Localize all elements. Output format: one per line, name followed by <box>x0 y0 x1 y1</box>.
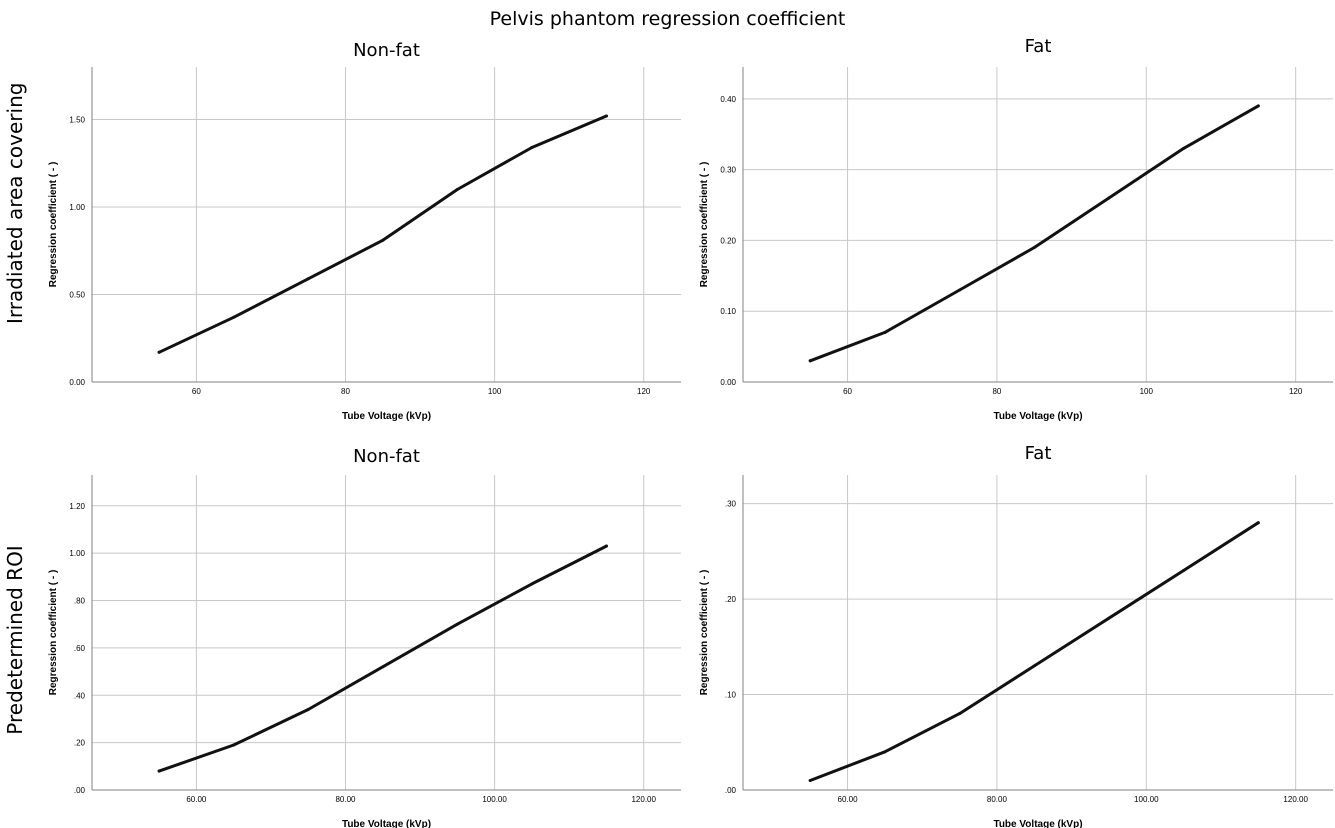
x-tick-label: 100 <box>488 387 502 396</box>
y-tick-label: 0.10 <box>720 307 736 316</box>
y-tick-label: .30 <box>725 500 737 509</box>
panel-title-fat: Fat <box>1024 443 1052 464</box>
y-axis-label: Regression coefficient ( - ) <box>699 162 710 288</box>
x-tick-label: 80 <box>992 387 1001 396</box>
x-tick-label: 120.00 <box>631 795 656 804</box>
panel-title-non-fat: Non-fat <box>353 40 420 61</box>
chart-1: 60 80 100 120 0.00 0.10 0.20 0.30 0.40 Tube Volta… <box>699 67 1333 422</box>
y-tick-label: 0.00 <box>720 378 736 387</box>
x-tick-label: 60.00 <box>186 795 207 804</box>
x-tick-label: 100.00 <box>1134 795 1159 804</box>
x-axis-label: Tube Voltage (kVp) <box>993 411 1082 422</box>
x-axis-label: Tube Voltage (kVp) <box>993 819 1082 828</box>
x-tick-label: 60 <box>843 387 852 396</box>
y-tick-label: 0.40 <box>720 95 736 104</box>
x-tick-label: 100 <box>1140 387 1154 396</box>
y-tick-label: .00 <box>74 786 86 795</box>
y-tick-label: 1.00 <box>69 549 85 558</box>
y-tick-label: .10 <box>725 691 737 700</box>
data-point <box>455 622 459 626</box>
chart-3: 60.00 80.00 100.00 120.00 .00 .10 .20 .30 Tube V… <box>699 475 1333 828</box>
series-line <box>808 521 1260 782</box>
x-tick-label: 80 <box>341 387 350 396</box>
x-tick-label: 120 <box>1289 387 1303 396</box>
data-point <box>808 359 812 363</box>
data-point <box>157 769 161 773</box>
y-tick-label: 0.30 <box>720 166 736 175</box>
x-tick-label: 80.00 <box>335 795 356 804</box>
data-point <box>1182 146 1186 150</box>
data-point <box>530 582 534 586</box>
data-point <box>530 146 534 149</box>
y-tick-label: .60 <box>74 644 86 653</box>
data-point <box>455 188 459 191</box>
x-tick-label: 60 <box>192 387 201 396</box>
data-point <box>958 712 962 716</box>
series-line <box>157 544 608 773</box>
x-tick-label: 120.00 <box>1283 795 1308 804</box>
panel-title-non-fat: Non-fat <box>353 446 420 467</box>
data-point <box>1032 664 1036 668</box>
series-line <box>808 104 1260 363</box>
x-tick-label: 60.00 <box>838 795 859 804</box>
data-point <box>381 238 385 242</box>
y-axis-label: Regression coefficient ( - ) <box>48 570 59 696</box>
data-point <box>381 665 385 669</box>
y-tick-label: 0.50 <box>69 291 85 300</box>
y-tick-label: 1.50 <box>69 116 85 125</box>
y-tick-label: .20 <box>74 739 86 748</box>
data-point <box>1182 568 1186 572</box>
y-tick-label: .00 <box>725 786 737 795</box>
data-point <box>1107 616 1111 620</box>
y-tick-label: .40 <box>74 691 86 700</box>
data-point <box>306 277 310 281</box>
data-point <box>1032 246 1036 250</box>
panel-title-fat: Fat <box>1024 36 1052 57</box>
y-tick-label: 1.00 <box>69 203 85 212</box>
data-point <box>306 707 310 711</box>
x-tick-label: 100.00 <box>482 795 507 804</box>
chart-0: 60 80 100 120 0.00 0.50 1.00 1.50 Tube Voltage (… <box>48 67 681 422</box>
data-point <box>1256 521 1260 525</box>
data-point <box>883 330 887 334</box>
data-point <box>232 743 236 747</box>
series-line <box>157 114 608 354</box>
y-tick-label: 0.00 <box>69 378 85 387</box>
data-point <box>1107 196 1111 200</box>
data-point <box>958 288 962 292</box>
y-tick-label: .20 <box>725 595 737 604</box>
x-axis-label: Tube Voltage (kVp) <box>342 819 431 828</box>
y-axis-label: Regression coefficient ( - ) <box>48 162 59 288</box>
y-tick-label: 0.20 <box>720 236 736 245</box>
data-point <box>604 544 608 548</box>
chart-2: 60.00 80.00 100.00 120.00 .00 .20 .40 .60 .80 1.0… <box>48 475 681 828</box>
x-tick-label: 120 <box>637 387 651 396</box>
x-tick-label: 80.00 <box>987 795 1008 804</box>
x-axis-label: Tube Voltage (kVp) <box>342 411 431 422</box>
y-tick-label: 1.20 <box>69 502 85 511</box>
figure-title: Pelvis phantom regression coefficient <box>489 8 846 30</box>
data-point <box>604 114 608 118</box>
data-point <box>883 750 887 754</box>
data-point <box>808 778 812 782</box>
data-point <box>157 350 161 354</box>
y-tick-label: .80 <box>74 597 86 606</box>
data-point <box>1256 104 1260 108</box>
data-point <box>232 315 236 319</box>
y-axis-label: Regression coefficient ( - ) <box>699 570 710 696</box>
